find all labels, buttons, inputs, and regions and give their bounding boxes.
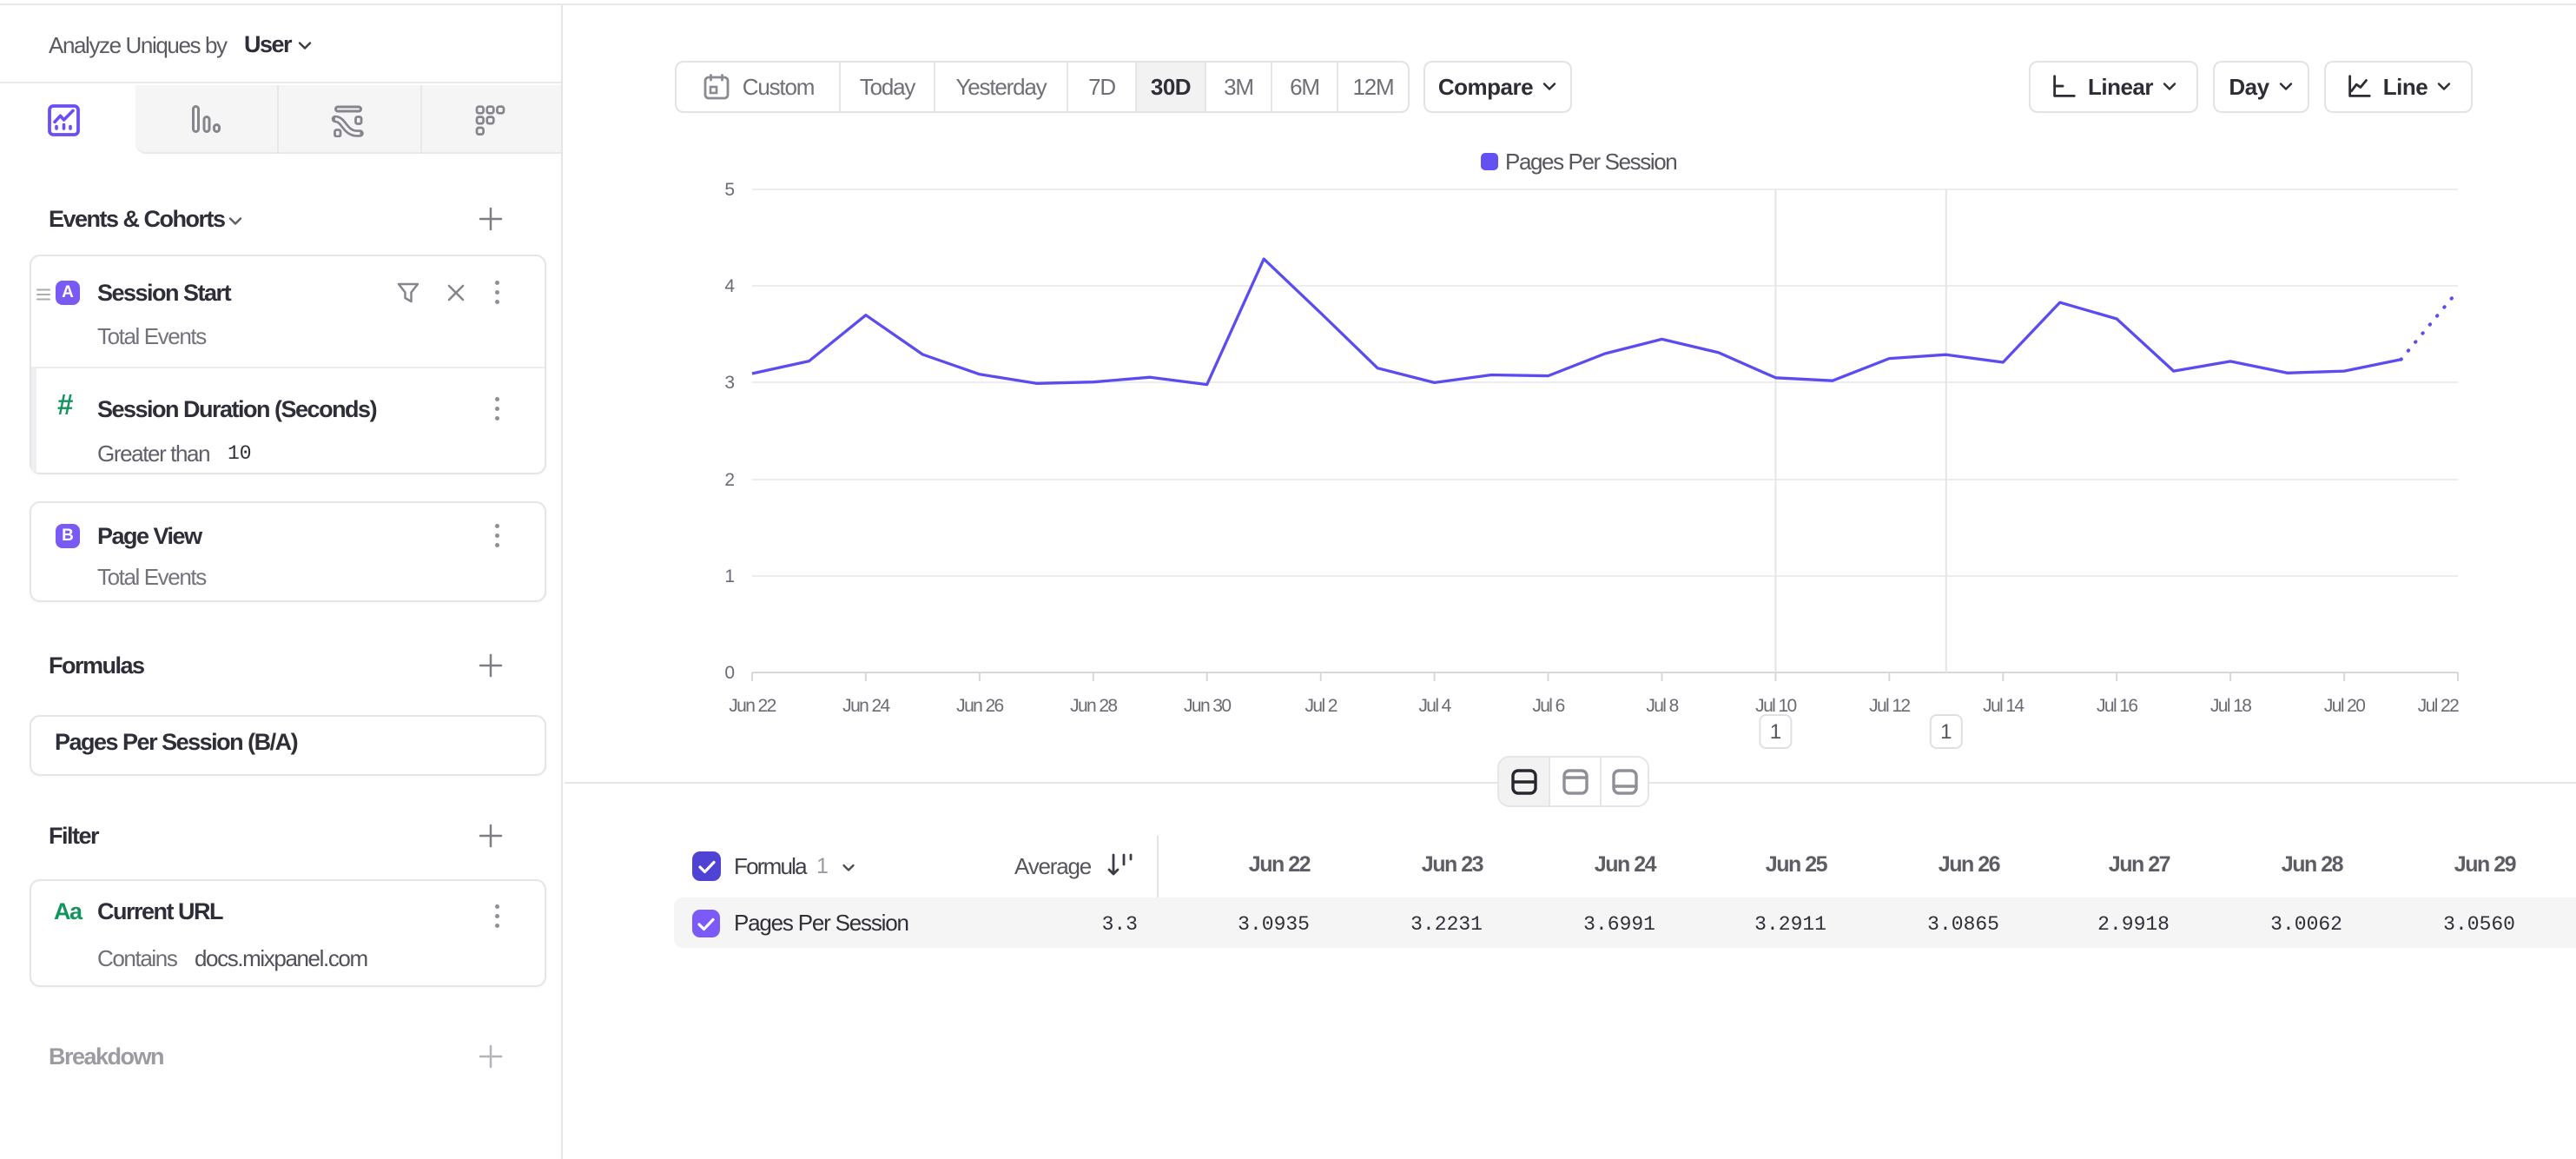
svg-text:Jul 22: Jul 22 [2418,696,2459,716]
svg-text:Jun 22: Jun 22 [729,696,776,716]
svg-text:0: 0 [724,663,734,683]
svg-text:Jul 8: Jul 8 [1646,696,1678,716]
svg-text:2: 2 [724,470,734,490]
svg-text:Jun 30: Jun 30 [1184,696,1231,716]
svg-text:Jul 6: Jul 6 [1532,696,1564,716]
svg-text:5: 5 [724,180,734,200]
svg-text:1: 1 [1940,720,1952,744]
svg-text:Jul 2: Jul 2 [1305,696,1338,716]
svg-text:Jul 12: Jul 12 [1869,696,1910,716]
svg-text:Jul 14: Jul 14 [1983,696,2024,716]
svg-text:3: 3 [724,373,734,393]
svg-text:1: 1 [724,566,734,586]
svg-text:Jun 26: Jun 26 [956,696,1003,716]
svg-text:Jul 18: Jul 18 [2210,696,2251,716]
svg-text:1: 1 [1770,720,1781,744]
svg-text:Jul 20: Jul 20 [2324,696,2365,716]
svg-text:Jul 16: Jul 16 [2097,696,2137,716]
svg-text:Jul 10: Jul 10 [1755,696,1796,716]
svg-text:Jun 28: Jun 28 [1070,696,1117,716]
svg-text:Jun 24: Jun 24 [842,696,890,716]
svg-text:Jul 4: Jul 4 [1418,696,1451,716]
svg-text:4: 4 [724,276,735,296]
